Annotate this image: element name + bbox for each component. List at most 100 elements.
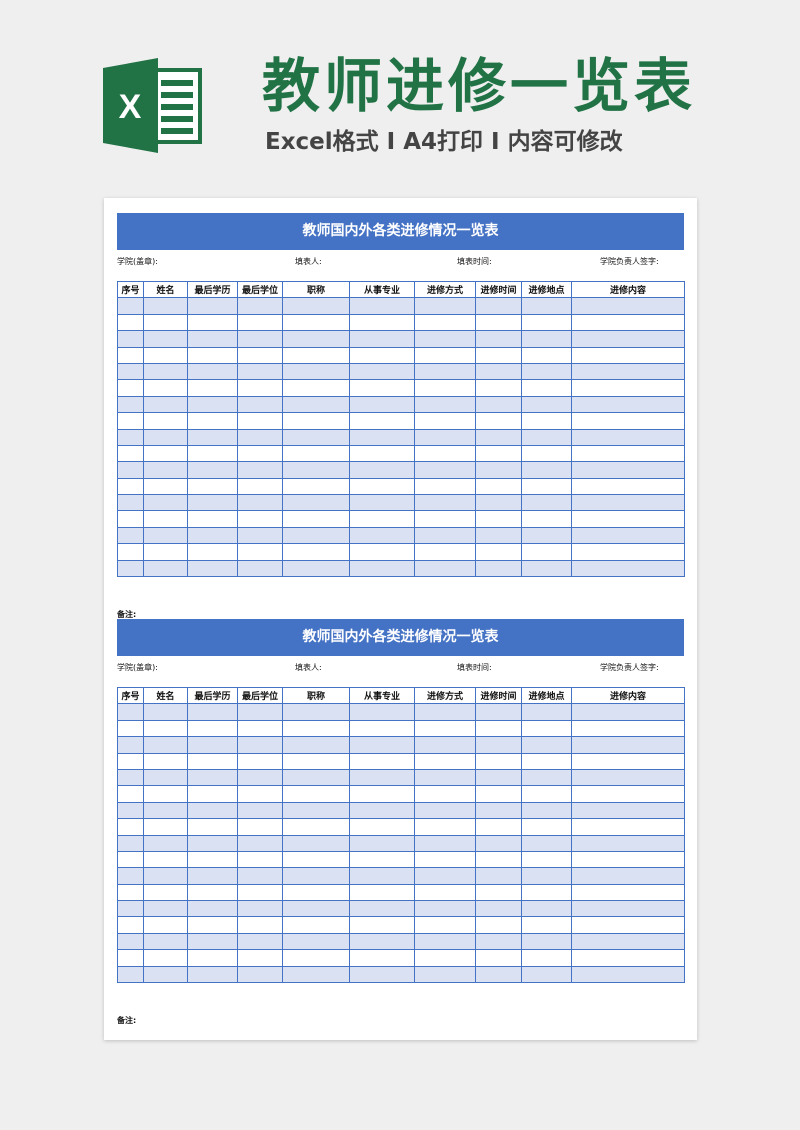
table-cell[interactable] [349,346,415,364]
table-cell[interactable] [571,559,685,578]
table-cell[interactable] [414,752,476,770]
table-cell[interactable] [414,916,476,934]
table-cell[interactable] [282,900,350,918]
table-cell[interactable] [414,510,476,528]
table-cell[interactable] [571,428,685,446]
table-cell[interactable] [414,330,476,348]
table-cell[interactable] [143,526,188,545]
table-cell[interactable] [571,883,685,902]
table-cell[interactable] [571,867,685,885]
table-cell[interactable] [237,965,283,984]
table-cell[interactable] [349,916,415,934]
table-cell[interactable] [143,850,188,869]
table-cell[interactable] [571,834,685,852]
table-cell[interactable] [349,428,415,446]
table-cell[interactable] [571,297,685,315]
table-cell[interactable] [349,543,415,561]
table-cell[interactable] [349,752,415,770]
table-cell[interactable] [143,362,188,381]
table-cell[interactable] [143,543,188,561]
table-cell[interactable] [349,785,415,803]
table-cell[interactable] [237,867,283,885]
table-cell[interactable] [282,428,350,446]
table-cell[interactable] [349,867,415,885]
table-cell[interactable] [282,949,350,967]
table-cell[interactable] [521,526,572,545]
table-cell[interactable] [187,297,238,315]
table-cell[interactable] [475,313,522,332]
table-cell[interactable] [117,785,144,803]
table-cell[interactable] [237,949,283,967]
table-cell[interactable] [475,461,522,479]
table-cell[interactable] [282,883,350,902]
table-cell[interactable] [282,412,350,430]
table-cell[interactable] [237,703,283,721]
table-cell[interactable] [237,395,283,414]
table-cell[interactable] [349,900,415,918]
table-cell[interactable] [282,461,350,479]
table-cell[interactable] [414,883,476,902]
table-cell[interactable] [414,900,476,918]
table-cell[interactable] [571,965,685,984]
table-cell[interactable] [282,330,350,348]
table-cell[interactable] [187,494,238,512]
table-cell[interactable] [282,362,350,381]
table-cell[interactable] [414,362,476,381]
table-cell[interactable] [414,412,476,430]
table-cell[interactable] [187,932,238,951]
table-cell[interactable] [414,346,476,364]
table-cell[interactable] [282,818,350,836]
table-cell[interactable] [571,818,685,836]
table-cell[interactable] [521,850,572,869]
table-cell[interactable] [349,395,415,414]
table-cell[interactable] [349,736,415,754]
table-cell[interactable] [414,850,476,869]
table-cell[interactable] [187,965,238,984]
table-cell[interactable] [143,932,188,951]
table-cell[interactable] [237,850,283,869]
table-cell[interactable] [187,818,238,836]
table-cell[interactable] [237,559,283,578]
table-cell[interactable] [237,362,283,381]
table-cell[interactable] [414,785,476,803]
table-cell[interactable] [521,428,572,446]
table-cell[interactable] [414,801,476,820]
table-cell[interactable] [475,818,522,836]
table-cell[interactable] [521,752,572,770]
table-cell[interactable] [414,736,476,754]
table-cell[interactable] [117,752,144,770]
table-cell[interactable] [475,785,522,803]
table-cell[interactable] [521,883,572,902]
table-cell[interactable] [521,313,572,332]
table-cell[interactable] [475,736,522,754]
table-cell[interactable] [143,428,188,446]
table-cell[interactable] [571,949,685,967]
table-cell[interactable] [237,916,283,934]
table-cell[interactable] [282,850,350,869]
table-cell[interactable] [117,965,144,984]
table-cell[interactable] [349,801,415,820]
table-cell[interactable] [521,867,572,885]
table-cell[interactable] [117,346,144,364]
table-cell[interactable] [143,834,188,852]
table-cell[interactable] [475,768,522,787]
table-cell[interactable] [143,752,188,770]
table-cell[interactable] [187,703,238,721]
table-cell[interactable] [187,900,238,918]
table-cell[interactable] [282,346,350,364]
table-cell[interactable] [237,477,283,496]
table-cell[interactable] [571,543,685,561]
table-cell[interactable] [571,494,685,512]
table-cell[interactable] [117,494,144,512]
table-cell[interactable] [571,850,685,869]
table-cell[interactable] [237,379,283,397]
table-cell[interactable] [187,510,238,528]
table-cell[interactable] [571,719,685,738]
table-cell[interactable] [282,379,350,397]
table-cell[interactable] [187,362,238,381]
table-cell[interactable] [143,818,188,836]
table-cell[interactable] [571,346,685,364]
table-cell[interactable] [571,510,685,528]
table-cell[interactable] [117,526,144,545]
table-cell[interactable] [187,395,238,414]
